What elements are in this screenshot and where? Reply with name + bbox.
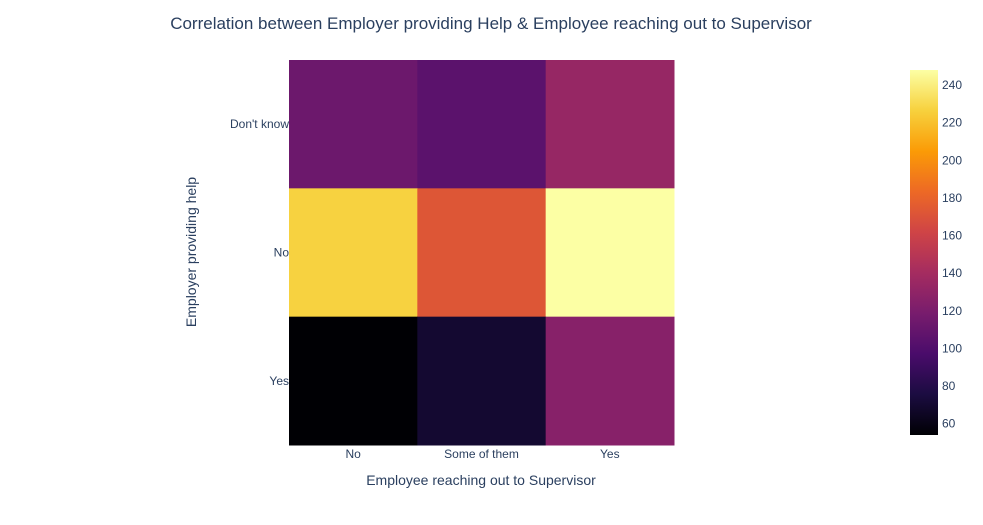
x-tick-label: Some of them <box>444 447 519 461</box>
colorbar-tick-label: 60 <box>942 417 956 431</box>
colorbar-tick-label: 220 <box>942 116 962 130</box>
colorbar-tick-label: 120 <box>942 304 962 318</box>
colorbar-tick-label: 140 <box>942 266 962 280</box>
colorbar <box>910 70 938 435</box>
colorbar-tick-label: 80 <box>942 379 956 393</box>
colorbar-tick-label: 180 <box>942 191 962 205</box>
y-axis-ticks: Don't know No Yes <box>230 117 289 388</box>
y-axis-title: Employer providing help <box>183 177 199 327</box>
colorbar-tick-label: 200 <box>942 153 962 167</box>
chart-title: Correlation between Employer providing H… <box>170 14 812 33</box>
heatmap-cell <box>289 316 418 446</box>
colorbar-ticks: 60 80 100 120 140 160 180 200 220 240 <box>942 78 962 431</box>
heatmap-cell <box>545 316 675 446</box>
colorbar-tick-label: 240 <box>942 78 962 92</box>
x-axis-title: Employee reaching out to Supervisor <box>366 472 596 488</box>
heatmap-cell <box>417 60 547 189</box>
heatmap-cell <box>289 60 418 189</box>
heatmap-cell <box>545 188 675 318</box>
y-tick-label: Don't know <box>230 117 289 131</box>
y-tick-label: Yes <box>269 374 289 388</box>
heatmap-cell <box>545 60 675 189</box>
x-axis-ticks: No Some of them Yes <box>345 447 619 461</box>
x-tick-label: Yes <box>600 447 620 461</box>
heatmap-cell <box>417 316 547 446</box>
y-tick-label: No <box>274 246 290 260</box>
x-tick-label: No <box>345 447 361 461</box>
heatmap-cell <box>417 188 547 318</box>
heatmap-cell <box>289 188 418 318</box>
colorbar-tick-label: 100 <box>942 341 962 355</box>
heatmap-cells <box>289 60 675 446</box>
colorbar-tick-label: 160 <box>942 229 962 243</box>
